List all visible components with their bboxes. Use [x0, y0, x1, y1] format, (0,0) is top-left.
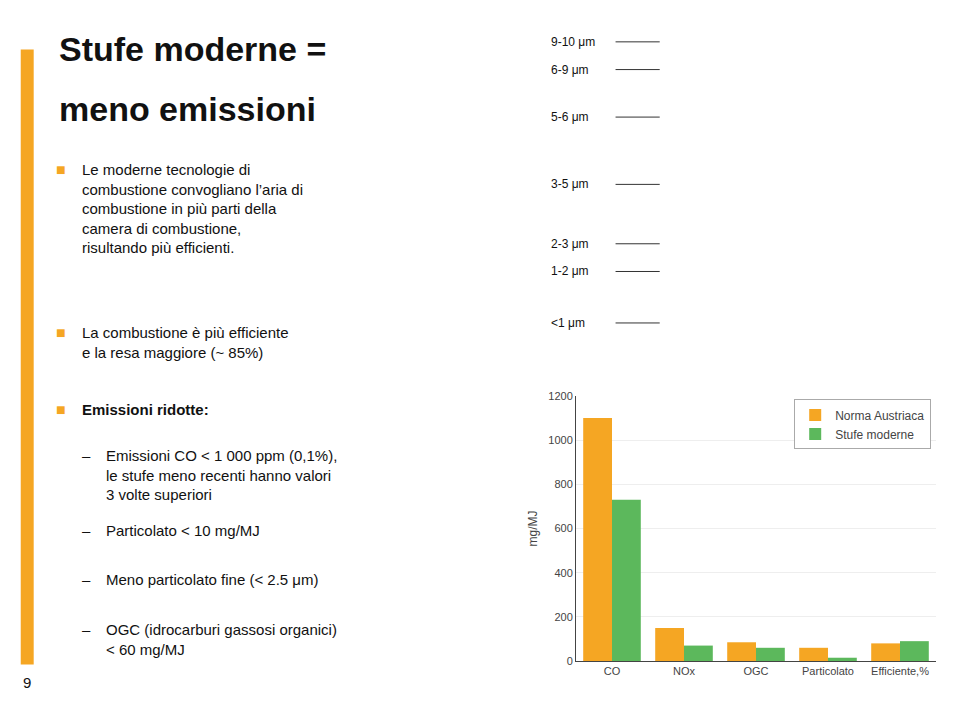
svg-text:Emissioni ridotte:: Emissioni ridotte: — [82, 401, 209, 418]
svg-text:Particolato: Particolato — [802, 665, 854, 677]
svg-text:La combustione è più efficient: La combustione è più efficientee la resa… — [82, 324, 289, 361]
svg-text:Meno particolato fine (< 2.5 μ: Meno particolato fine (< 2.5 μm) — [106, 571, 319, 588]
svg-text:Efficiente,%: Efficiente,% — [871, 665, 929, 677]
svg-text:800: 800 — [554, 478, 572, 490]
svg-text:mg/MJ: mg/MJ — [526, 510, 540, 546]
svg-text:1000: 1000 — [548, 434, 572, 446]
svg-text:■: ■ — [56, 401, 66, 418]
svg-text:meno emissioni: meno emissioni — [59, 90, 316, 128]
svg-text:400: 400 — [554, 567, 572, 579]
svg-text:5-6 μm: 5-6 μm — [551, 110, 589, 124]
svg-text:Le moderne tecnologie dicombus: Le moderne tecnologie dicombustione conv… — [82, 161, 303, 256]
svg-text:3-5 μm: 3-5 μm — [551, 177, 589, 191]
svg-text:OGC (idrocarburi gassosi organ: OGC (idrocarburi gassosi organici)< 60 m… — [106, 621, 337, 658]
svg-text:Emissioni CO < 1 000 ppm (0,1%: Emissioni CO < 1 000 ppm (0,1%),le stufe… — [106, 447, 337, 503]
svg-text:6-9 μm: 6-9 μm — [551, 63, 589, 77]
svg-text:2-3 μm: 2-3 μm — [551, 237, 589, 251]
svg-text:9-10 μm: 9-10 μm — [551, 35, 595, 49]
svg-text:Norma Austriaca: Norma Austriaca — [835, 409, 924, 423]
svg-text:1-2 μm: 1-2 μm — [551, 264, 589, 278]
svg-text:<1 μm: <1 μm — [551, 316, 585, 330]
svg-text:9: 9 — [23, 674, 31, 691]
svg-text:■: ■ — [56, 161, 66, 178]
svg-text:0: 0 — [567, 655, 573, 667]
svg-text:–: – — [82, 447, 91, 464]
svg-text:Particolato < 10 mg/MJ: Particolato < 10 mg/MJ — [106, 522, 260, 539]
svg-text:Stufe moderne =: Stufe moderne = — [59, 30, 326, 68]
svg-text:1200: 1200 — [548, 390, 572, 402]
svg-text:■: ■ — [56, 324, 66, 341]
svg-text:–: – — [82, 621, 91, 638]
svg-text:OGC: OGC — [743, 665, 768, 677]
svg-text:600: 600 — [554, 522, 572, 534]
svg-text:NOx: NOx — [673, 665, 696, 677]
svg-text:Stufe moderne: Stufe moderne — [835, 428, 914, 442]
svg-text:CO: CO — [604, 665, 621, 677]
svg-text:200: 200 — [554, 611, 572, 623]
svg-text:–: – — [82, 522, 91, 539]
svg-text:–: – — [82, 571, 91, 588]
